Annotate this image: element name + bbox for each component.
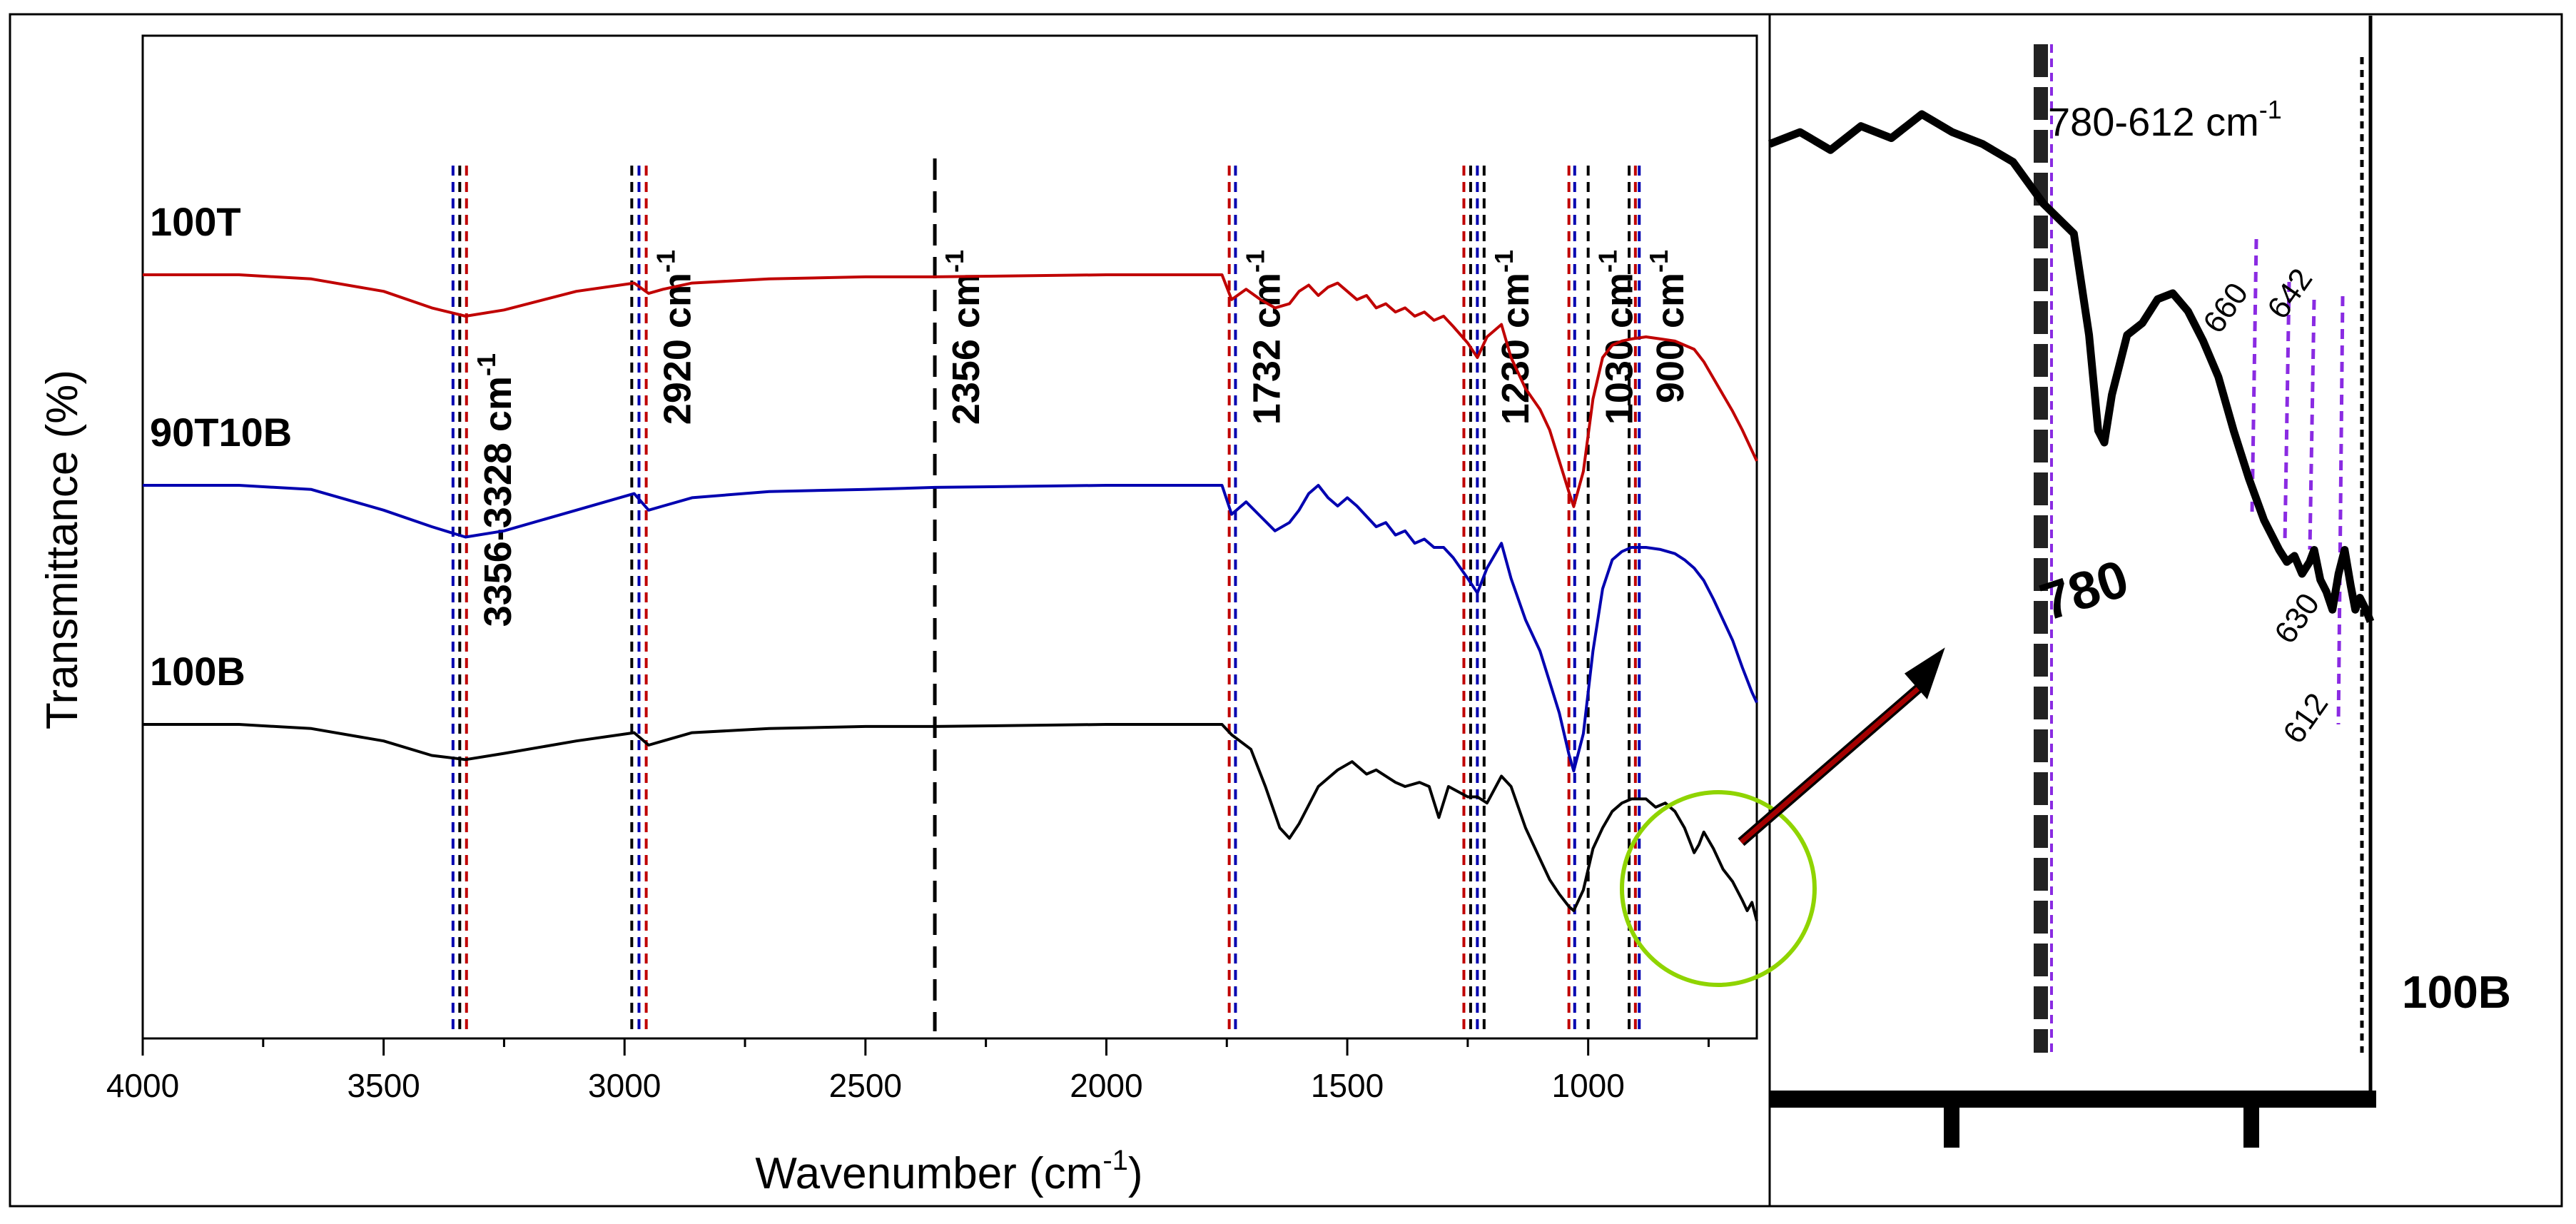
inset-peak-label: 660 [2196,276,2255,339]
inset-peak-label: 780 [2033,548,2135,632]
reference-label-sup: -1 [940,250,969,273]
reference-label-text: 3356-3328 cm [477,376,519,627]
inset-series-line [1768,110,2375,623]
inset-peak-line [2308,299,2316,550]
x-tick-label: 2500 [829,1067,902,1104]
reference-label-sup: -1 [1593,250,1623,273]
reference-label: 2920 cm-1 [651,250,699,425]
reference-label: 1230 cm-1 [1489,250,1537,425]
inset-series [1768,110,2375,623]
series-line-90T10B [143,484,1758,773]
x-tick-label: 3000 [588,1067,661,1104]
reference-label-text: 1230 cm [1494,273,1537,425]
inset-peak-label: 630 [2268,587,2326,649]
reference-label-text: 2920 cm [656,273,699,425]
inset-peak-label: 642 [2261,262,2319,325]
x-tick-label: 1500 [1311,1067,1384,1104]
figure-border [9,13,2563,1208]
inset-peak-line [2283,281,2291,543]
reference-label-text: 2356 cm [945,273,988,425]
inset-peak-line [2336,295,2345,725]
series-labels: 100T 90T10B 100B [150,199,292,694]
x-axis-label-close: ) [1128,1149,1143,1198]
reference-label-text: 1732 cm [1245,273,1288,425]
reference-label-sup: -1 [1240,250,1269,273]
inset-range-text: 780-612 cm [2048,99,2259,144]
highlight-circle [1619,790,1817,987]
series-line-100T [143,273,1758,508]
arrow-head [1904,647,1945,699]
x-axis: 4000 3500 3000 2500 2000 1500 1000 [106,1038,1710,1104]
reference-label: 1732 cm-1 [1240,250,1288,425]
inset-range-sup: -1 [2259,95,2282,124]
reference-lines [451,158,1641,1031]
inset-peak-line [2250,238,2258,515]
series-label: 100T [150,199,241,244]
inset-title: 100B [2402,966,2511,1018]
reference-label-sup: -1 [1489,250,1518,273]
inset-highlight [1619,790,1817,987]
reference-label: 2356 cm-1 [940,250,988,425]
reference-label-text: 1030 cm [1598,273,1641,425]
reference-label: 900 cm-1 [1644,250,1692,403]
reference-label-sup: -1 [651,250,681,273]
main-plot-area [141,34,1758,1040]
arrow-shaft-inner [1739,687,1920,844]
x-axis-label-sup: -1 [1102,1145,1128,1176]
y-axis-label: Transmittance (%) [38,370,87,729]
reference-label-sup: -1 [1644,250,1673,273]
x-axis-label: Wavenumber (cm-1) [755,1145,1142,1198]
reference-label-sup: -1 [472,353,501,376]
inset-range-label: 780-612 cm-1 [2048,95,2282,144]
series-label: 100B [150,649,245,694]
series-line-100B [143,723,1758,922]
x-tick-label: 4000 [106,1067,179,1104]
x-tick-label: 3500 [347,1067,420,1104]
series-label: 90T10B [150,410,292,455]
inset-spectrum-panel: 780-612 cm-1 780 660 642 630 612 100B [1768,16,2511,1148]
spectrum-series [143,273,1758,922]
inset-arrow [1738,647,1945,846]
reference-label: 3356-3328 cm-1 [472,353,519,627]
inset-peak-label: 612 [2276,687,2335,749]
inset-marker-lines [2034,44,2364,1056]
x-tick-label: 1000 [1551,1067,1624,1104]
x-tick-label: 2000 [1070,1067,1142,1104]
reference-label: 1030 cm-1 [1593,250,1641,425]
x-axis-label-text: Wavenumber (cm [755,1149,1102,1198]
